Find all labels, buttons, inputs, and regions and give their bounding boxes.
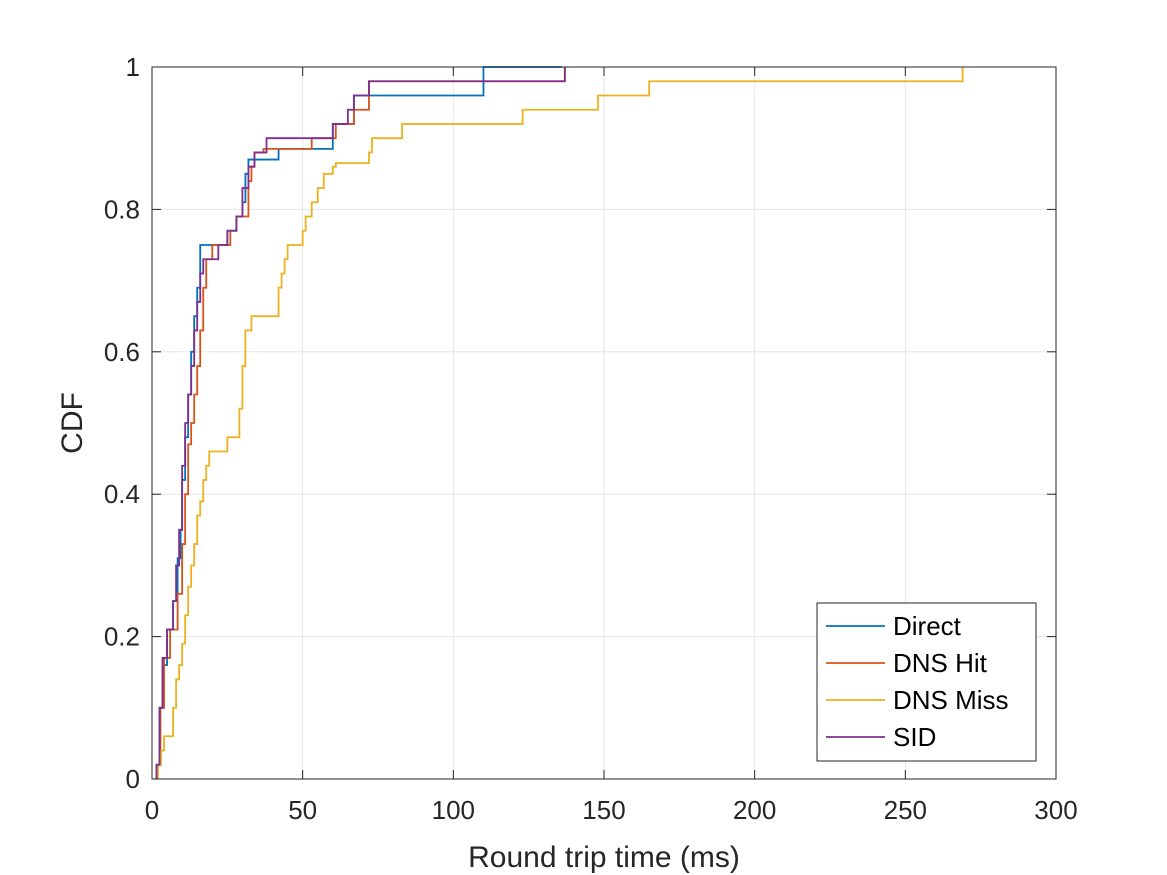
x-tick-label: 100 [432,795,475,825]
x-tick-label: 0 [145,795,159,825]
legend-box [816,602,1037,762]
legend: Direct DNS Hit DNS Miss SID [816,602,1037,762]
x-tick-label: 300 [1034,795,1077,825]
y-tick-label: 0.6 [104,337,140,367]
series-line-direct [155,66,562,779]
y-tick-label: 0.4 [104,479,140,509]
y-axis-label: CDF [56,392,89,454]
series-line-sid [155,67,566,779]
y-axis-ticks: 0 0.2 0.4 0.6 0.8 1 [104,52,1056,794]
series-line-dns-hit [156,67,566,779]
x-axis-ticks: 0 50 100 150 200 250 300 [145,67,1078,825]
x-tick-label: 250 [884,795,927,825]
y-tick-label: 0 [126,764,140,794]
x-tick-label: 150 [582,795,625,825]
x-tick-label: 50 [288,795,317,825]
y-tick-label: 1 [126,52,140,82]
x-axis-label: Round trip time (ms) [468,841,740,874]
series-line-dns-miss [157,67,964,779]
legend-entry: DNS Miss [893,685,1009,715]
legend-entry: SID [893,722,936,752]
plot-lines [155,66,964,779]
y-tick-label: 0.8 [104,194,140,224]
legend-entry: Direct [893,611,962,641]
x-tick-label: 200 [733,795,776,825]
y-tick-label: 0.2 [104,622,140,652]
legend-entry: DNS Hit [893,648,988,678]
